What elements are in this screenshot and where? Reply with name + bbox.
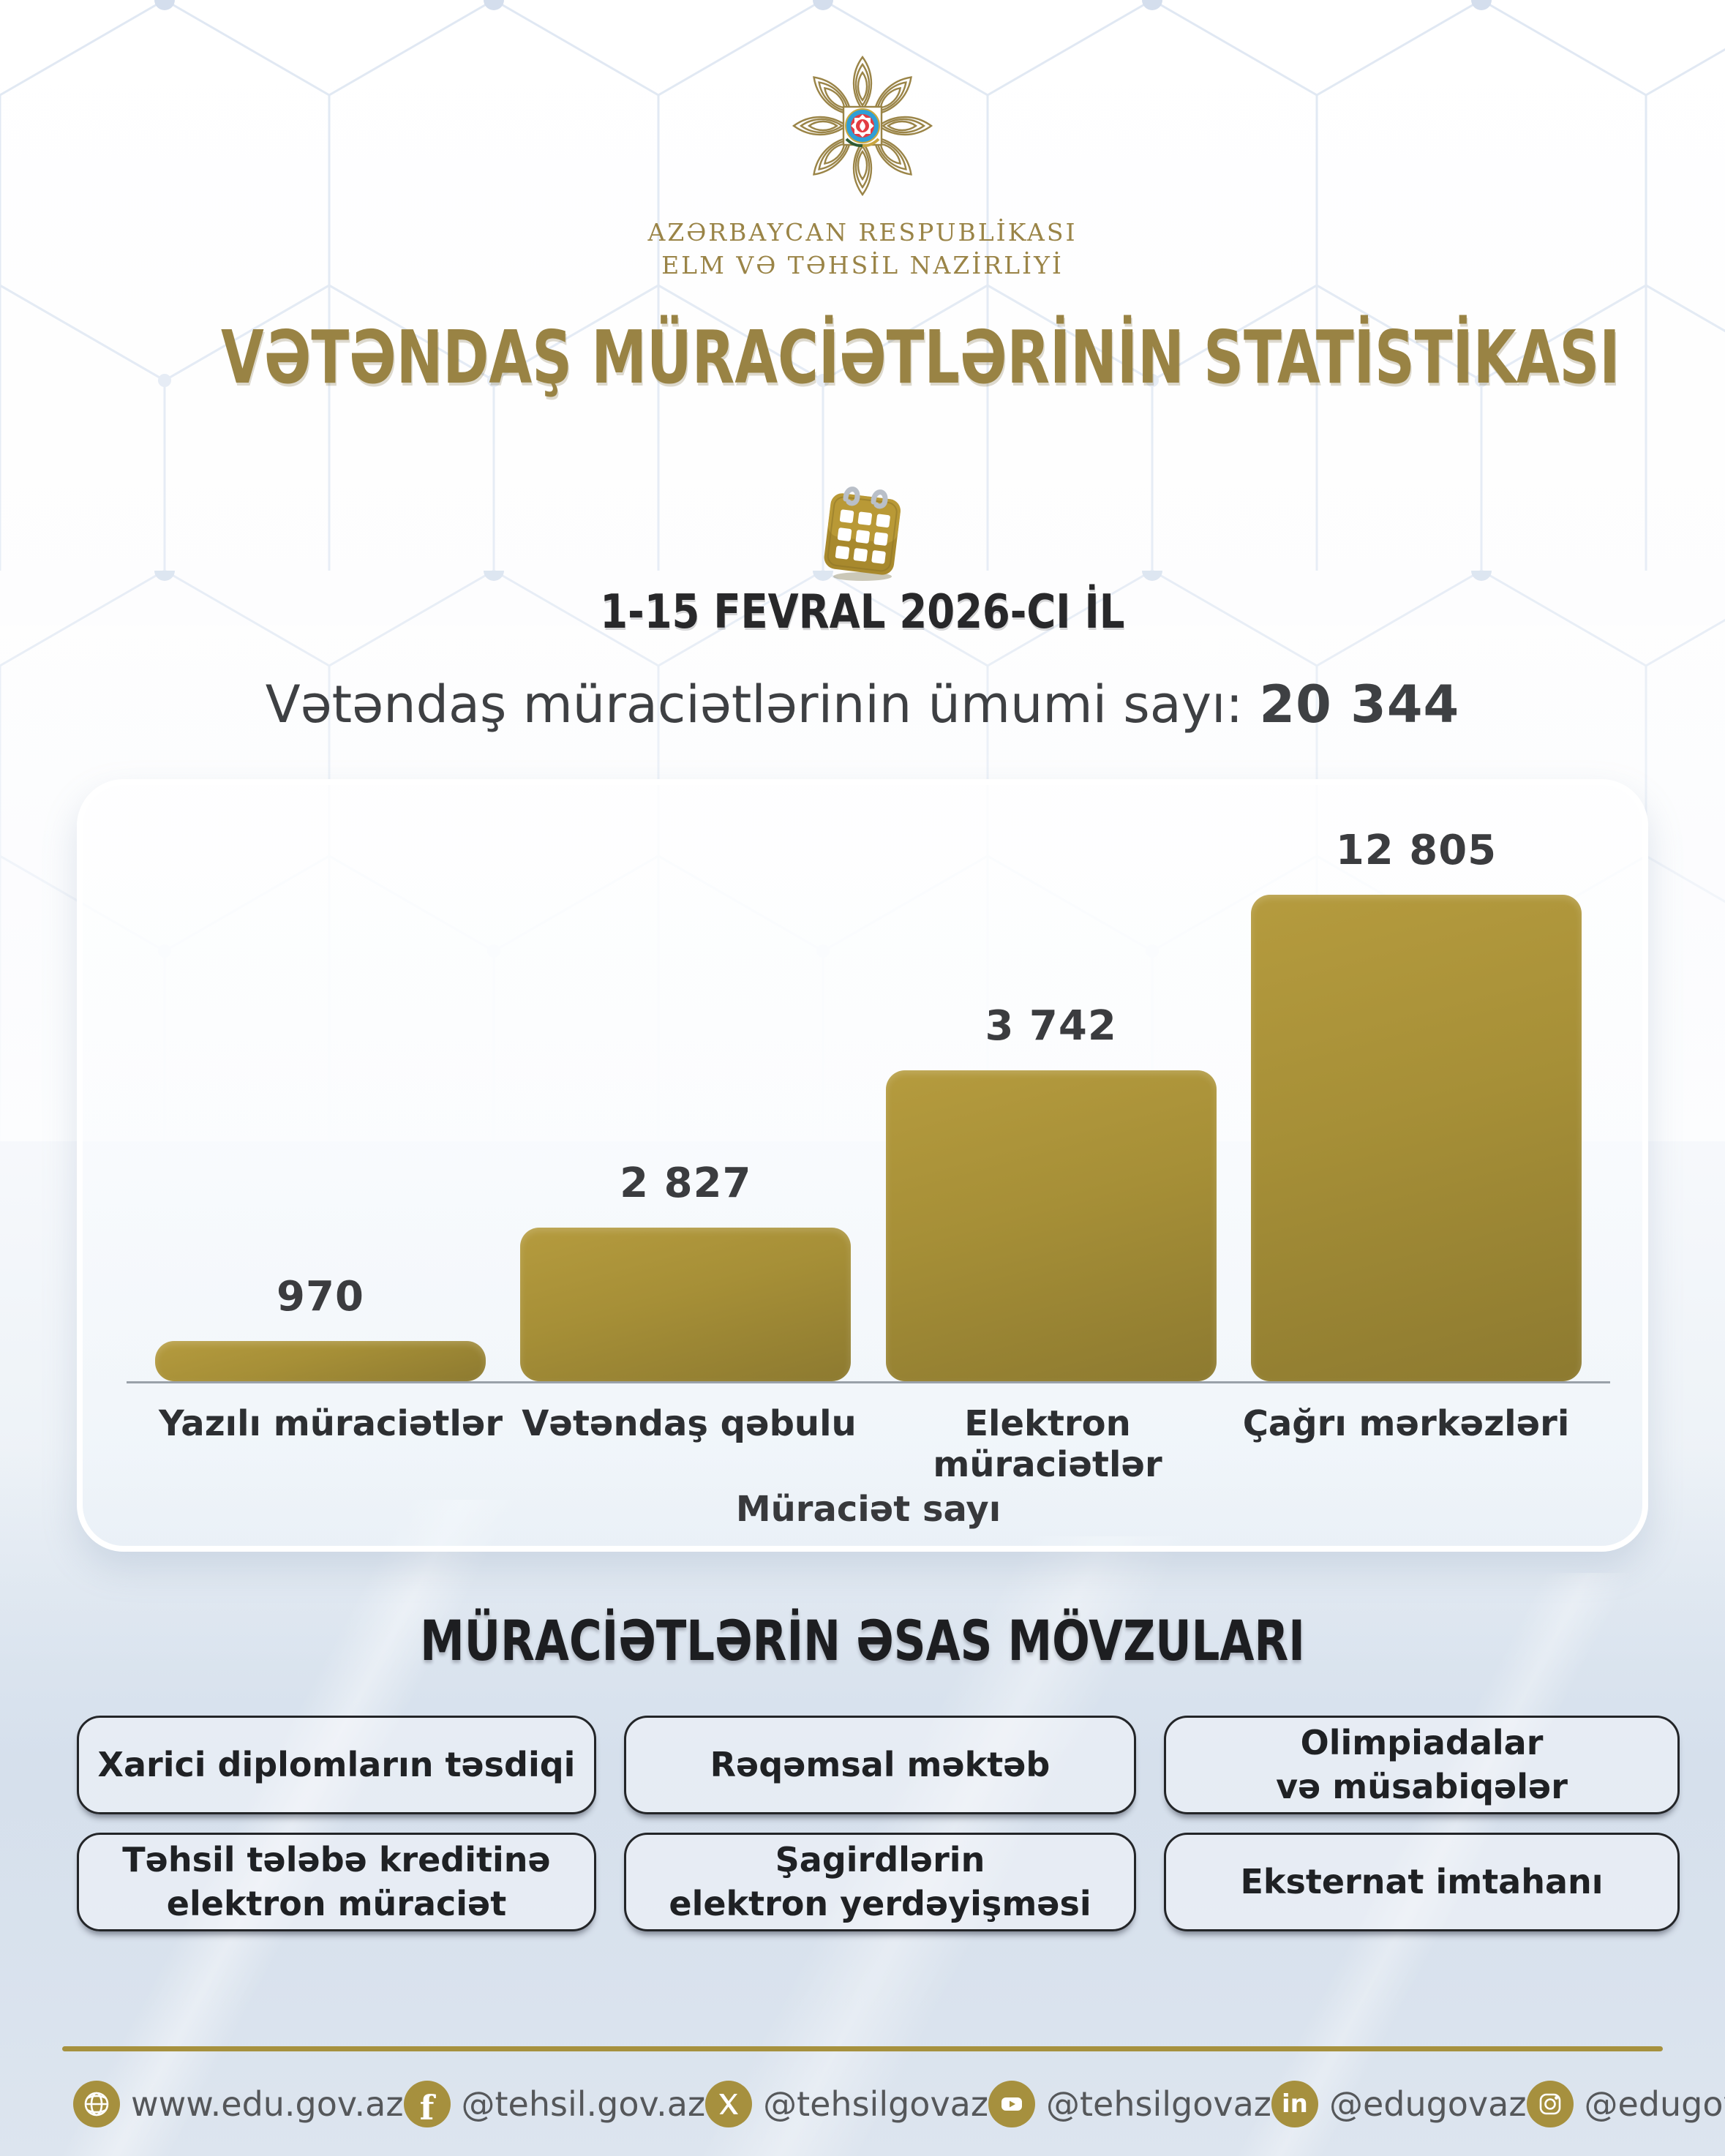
footer-divider [62,2046,1663,2051]
bar-value-label: 970 [277,1273,364,1321]
bar-vetendas-qebulu [520,1228,852,1381]
ministry-emblem-icon [792,56,933,196]
category-label: Çağrı mərkəzləri [1242,1403,1570,1444]
x-icon [705,2081,753,2127]
globe-icon [73,2081,120,2127]
youtube-icon [988,2081,1036,2127]
bar-slot-cagri: 12 805 [1250,827,1582,1381]
x-axis-title: Müraciət sayı [735,1489,1001,1530]
bar-elektron-muracietler [885,1070,1217,1381]
category-label: Vətəndaş qəbulu [522,1403,857,1444]
linkedin-link[interactable]: in @edugovaz [1271,2081,1527,2127]
total-applications-value: 20 344 [1259,675,1460,735]
bar-value-label: 2 827 [620,1160,752,1207]
bar-slot-yazili: 970 [155,1273,486,1381]
topic-box-eksternat: Eksternat imtahanı [1164,1833,1680,1931]
ministry-name-line1: AZƏRBAYCAN RESPUBLİKASI [647,218,1078,247]
bar-value-label: 3 742 [985,1002,1117,1050]
topics-grid: Xarici diplomların təsdiqi Rəqəmsal məkt… [77,1716,1680,1931]
topic-box-olimpiadalar: Olimpiadalar və müsabiqələr [1164,1716,1680,1814]
bar-cagri-merkezleri [1250,895,1582,1381]
bars-row: 970 2 827 3 742 12 805 [155,785,1582,1381]
bar-slot-qebul: 2 827 [520,1160,852,1381]
footer-social-row: www.edu.gov.az f @tehsil.gov.az @tehsilg… [73,2075,1725,2133]
ministry-name-line2: ELM VƏ TƏHSİL NAZİRLİYİ [661,250,1064,279]
youtube-link[interactable]: @tehsilgovaz [988,2081,1271,2127]
bar-value-label: 12 805 [1335,827,1497,874]
topic-box-tehsil-krediti: Təhsil tələbə kreditinə elektron müraciə… [77,1833,596,1931]
total-applications-line: Vətəndaş müraciətlərinin ümumi sayı: 20 … [0,675,1725,735]
facebook-icon: f [403,2081,451,2127]
category-labels-row: Yazılı müraciətlər Vətəndaş qəbulu Elekt… [155,1403,1582,1485]
page-title: VƏTƏNDAŞ MÜRACİƏTLƏRİNİN STATİSTİKASI [220,315,1620,400]
category-label: Yazılı müraciətlər [158,1403,503,1444]
x-twitter-link[interactable]: @tehsilgovaz [705,2081,988,2127]
linkedin-icon: in [1271,2081,1318,2127]
ministry-name: AZƏRBAYCAN RESPUBLİKASI ELM VƏ TƏHSİL NA… [0,217,1725,282]
total-applications-label: Vətəndaş müraciətlərinin ümumi sayı: [265,675,1244,735]
calendar-icon [824,487,901,581]
bar-slot-elektron: 3 742 [885,1002,1217,1381]
topic-box-reqemsal-mekteb: Rəqəmsal məktəb [624,1716,1136,1814]
topics-heading: MÜRACİƏTLƏRİN ƏSAS MÖVZULARI [420,1608,1305,1673]
bar-chart-panel: 970 2 827 3 742 12 805 Yazılı müraciətlə… [77,779,1648,1552]
report-date: 1-15 FEVRAL 2026-CI İL [600,585,1125,639]
category-label: Elektron müraciətlər [933,1403,1162,1485]
website-link[interactable]: www.edu.gov.az [73,2081,404,2127]
topic-box-xarici-diplomlar: Xarici diplomların təsdiqi [77,1716,596,1814]
topic-box-sagird-yerdeyisme: Şagirdlərin elektron yerdəyişməsi [624,1833,1136,1931]
instagram-icon [1526,2081,1574,2127]
facebook-link[interactable]: f @tehsil.gov.az [403,2081,705,2127]
bar-yazili-muracietler [155,1341,486,1381]
x-axis-line [127,1381,1610,1383]
instagram-link[interactable]: @edugovaz [1526,2081,1725,2127]
